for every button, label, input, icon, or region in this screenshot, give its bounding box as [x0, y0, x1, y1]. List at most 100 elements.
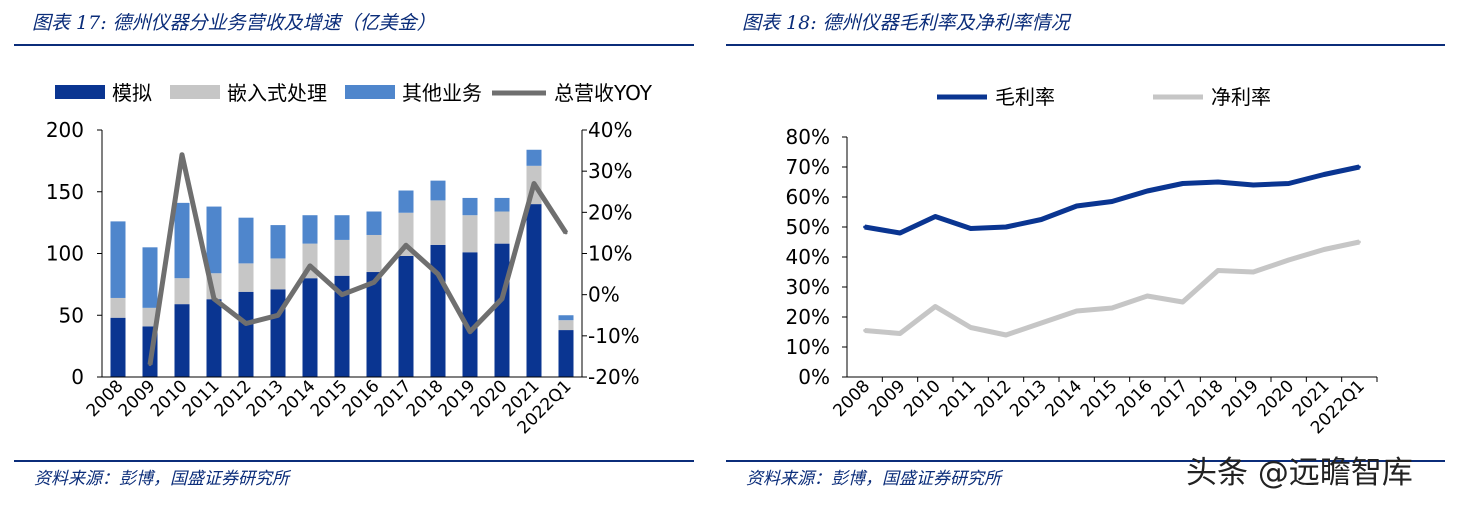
left-source-note: 资料来源：彭博，国盛证券研究所 [34, 469, 289, 489]
net-margin-point [898, 332, 902, 335]
net-margin-point [1322, 248, 1326, 251]
x-tick-label: 2015 [1077, 376, 1122, 421]
left-y-tick-label: 0 [71, 365, 84, 389]
legend-label-gross-margin: 毛利率 [995, 85, 1055, 109]
bar-segment-other [270, 225, 286, 259]
yoy-point [404, 243, 408, 247]
right-y-tick-label: 40% [588, 118, 632, 142]
bar-segment-other [558, 315, 574, 321]
bar-segment-other [366, 211, 382, 235]
gross-margin-point [1216, 180, 1220, 184]
yoy-point [468, 330, 472, 334]
net-margin-point [1004, 333, 1008, 337]
yoy-point [212, 297, 216, 301]
right-y-tick-label: -10% [588, 324, 640, 348]
gross-margin-point [933, 215, 937, 218]
bar-segment-analog [334, 275, 350, 377]
bar-segment-analog [398, 255, 414, 377]
bar-segment-other [494, 197, 510, 212]
gross-margin-point [1039, 218, 1043, 221]
yoy-point [372, 280, 376, 284]
bar-segment-embedded [238, 263, 254, 292]
y-tick-label: 60% [786, 185, 830, 209]
net-margin-point [1287, 258, 1291, 262]
left-y-tick-label: 100 [46, 242, 84, 266]
yoy-point [340, 293, 344, 297]
right-y-tick-label: -20% [588, 365, 640, 389]
x-tick-label: 2013 [1006, 376, 1051, 421]
bar-segment-analog [526, 204, 542, 377]
right-title-rule [726, 44, 1445, 46]
right-source-note: 资料来源：彭博，国盛证券研究所 [746, 469, 1001, 489]
net-margin-point [1216, 269, 1220, 272]
gross-margin-point [1004, 225, 1008, 229]
net-margin-point [1110, 306, 1114, 310]
right-y-tick-label: 0% [588, 283, 620, 307]
bar-segment-analog [302, 278, 318, 377]
net-margin-point [1251, 270, 1255, 274]
gross-margin-point [1110, 200, 1114, 203]
bar-segment-embedded [110, 297, 126, 318]
net-margin-point [863, 329, 867, 332]
net-margin-point [1181, 300, 1185, 304]
legend-swatch-embedded [170, 85, 220, 99]
bar-segment-embedded [142, 307, 158, 327]
gross-margin-point [1145, 189, 1149, 193]
bar-segment-other [238, 217, 254, 264]
right-source-rule [726, 460, 1445, 462]
bar-segment-embedded [334, 239, 350, 276]
bar-segment-other [302, 215, 318, 244]
left-y-tick-label: 50 [59, 303, 84, 327]
y-tick-label: 10% [786, 335, 830, 359]
x-tick-label: 2009 [865, 376, 910, 421]
legend-swatch-analog [55, 85, 105, 99]
net-margin-point [933, 305, 937, 308]
bar-segment-analog [206, 299, 222, 377]
y-tick-label: 20% [786, 305, 830, 329]
x-tick-label: 2010 [900, 376, 945, 421]
gross-margin-point [898, 231, 902, 235]
x-tick-label: 2011 [935, 376, 980, 421]
left-chart-title: 图表 17: 德州仪器分业务营收及增速（亿美金） [32, 12, 436, 34]
x-tick-label: 2012 [971, 376, 1016, 421]
y-tick-label: 0% [798, 365, 830, 389]
legend-label-analog: 模拟 [112, 81, 152, 105]
bar-segment-embedded [558, 320, 574, 331]
gross-margin-point [1181, 182, 1185, 185]
gross-margin-point [1251, 183, 1255, 187]
gross-margin-point [1287, 182, 1291, 185]
x-tick-label: 2017 [1147, 376, 1192, 421]
bar-segment-other [462, 197, 478, 216]
net-margin-point [1357, 240, 1361, 244]
bar-segment-analog [366, 272, 382, 377]
net-margin-point [969, 326, 973, 329]
bar-segment-other [398, 190, 414, 213]
bar-segment-analog [462, 252, 478, 377]
legend-swatch-other [345, 85, 395, 99]
legend-label-net-margin: 净利率 [1211, 85, 1271, 109]
bar-segment-other [334, 215, 350, 240]
gross-margin-point [1075, 204, 1079, 208]
right-chart-title: 图表 18: 德州仪器毛利率及净利率情况 [742, 12, 1070, 34]
yoy-point [500, 297, 504, 301]
bar-segment-embedded [174, 278, 190, 305]
watermark: 头条 @远瞻智库 [1186, 455, 1413, 491]
bar-segment-embedded [398, 212, 414, 256]
gross-margin-point [863, 225, 867, 229]
yoy-point [276, 313, 280, 317]
y-tick-label: 80% [786, 125, 830, 149]
yoy-point [532, 182, 536, 186]
yoy-point [436, 272, 440, 276]
bar-segment-embedded [430, 200, 446, 245]
bar-segment-embedded [494, 211, 510, 244]
line-series-net-margin [864, 239, 1360, 338]
bar-segment-analog [558, 330, 574, 377]
gross-margin-point [1357, 165, 1361, 169]
x-tick-label: 2008 [829, 376, 874, 421]
line-series-yoy [147, 152, 569, 365]
x-tick-label: 2018 [1183, 376, 1228, 421]
yoy-point [244, 321, 248, 325]
legend-label-other: 其他业务 [402, 81, 482, 105]
